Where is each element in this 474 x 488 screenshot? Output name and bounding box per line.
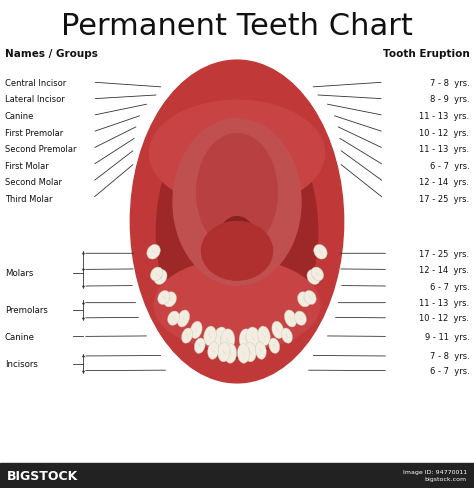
Ellipse shape [156, 105, 318, 359]
Ellipse shape [282, 328, 292, 344]
Text: Permanent Teeth Chart: Permanent Teeth Chart [61, 12, 413, 41]
Ellipse shape [150, 267, 163, 281]
Text: 9 - 11  yrs.: 9 - 11 yrs. [425, 332, 469, 341]
Text: 11 - 13  yrs.: 11 - 13 yrs. [419, 145, 469, 154]
Ellipse shape [244, 343, 256, 362]
Text: 12 - 14  yrs.: 12 - 14 yrs. [419, 265, 469, 274]
Ellipse shape [214, 327, 228, 349]
Text: Lateral Incisor: Lateral Incisor [5, 95, 64, 104]
Ellipse shape [204, 326, 216, 346]
Text: 10 - 12  yrs.: 10 - 12 yrs. [419, 314, 469, 323]
Text: Image ID: 94770011
bigstock.com: Image ID: 94770011 bigstock.com [403, 469, 467, 481]
Text: 11 - 13  yrs.: 11 - 13 yrs. [419, 112, 469, 121]
Text: First Premolar: First Premolar [5, 128, 63, 137]
Ellipse shape [218, 343, 230, 362]
Ellipse shape [173, 120, 301, 285]
Text: 6 - 7  yrs.: 6 - 7 yrs. [429, 366, 469, 375]
Text: 7 - 8  yrs.: 7 - 8 yrs. [429, 79, 469, 87]
Ellipse shape [224, 344, 237, 364]
Text: Tooth Eruption: Tooth Eruption [383, 49, 469, 59]
Ellipse shape [158, 291, 170, 305]
Ellipse shape [220, 329, 235, 351]
Ellipse shape [197, 134, 277, 251]
Ellipse shape [284, 310, 297, 327]
Ellipse shape [182, 328, 192, 344]
Ellipse shape [269, 338, 280, 354]
Text: Incisors: Incisors [5, 360, 37, 368]
Text: Premolars: Premolars [5, 305, 47, 314]
Text: 12 - 14  yrs.: 12 - 14 yrs. [419, 178, 469, 187]
Ellipse shape [164, 292, 176, 307]
Ellipse shape [272, 322, 284, 339]
Ellipse shape [208, 342, 219, 360]
Text: Molars: Molars [5, 269, 33, 278]
Ellipse shape [304, 291, 316, 305]
Text: 11 - 13  yrs.: 11 - 13 yrs. [419, 299, 469, 307]
Ellipse shape [298, 292, 310, 307]
Ellipse shape [294, 311, 306, 325]
Ellipse shape [154, 270, 167, 285]
Ellipse shape [154, 260, 320, 350]
Ellipse shape [201, 222, 273, 281]
Ellipse shape [246, 327, 260, 349]
Text: 10 - 12  yrs.: 10 - 12 yrs. [419, 128, 469, 137]
Text: Central Incisor: Central Incisor [5, 79, 66, 87]
Ellipse shape [194, 338, 205, 354]
Ellipse shape [190, 322, 202, 339]
Ellipse shape [314, 245, 327, 260]
Text: Canine: Canine [5, 332, 35, 341]
Ellipse shape [130, 61, 344, 383]
Text: 6 - 7  yrs.: 6 - 7 yrs. [429, 282, 469, 291]
Bar [0, 463, 474, 488]
Ellipse shape [311, 267, 324, 281]
Text: Second Molar: Second Molar [5, 178, 62, 187]
Ellipse shape [258, 326, 270, 346]
Text: First Molar: First Molar [5, 162, 48, 170]
Ellipse shape [307, 270, 320, 285]
Text: 17 - 25  yrs.: 17 - 25 yrs. [419, 195, 469, 203]
Text: BIGSTOCK: BIGSTOCK [7, 469, 78, 482]
Ellipse shape [177, 310, 190, 327]
Ellipse shape [168, 311, 180, 325]
Text: Third Molar: Third Molar [5, 195, 52, 203]
Text: Second Premolar: Second Premolar [5, 145, 76, 154]
Text: 17 - 25  yrs.: 17 - 25 yrs. [419, 249, 469, 258]
Text: Names / Groups: Names / Groups [5, 49, 98, 59]
Text: 6 - 7  yrs.: 6 - 7 yrs. [429, 162, 469, 170]
Text: Canine: Canine [5, 112, 34, 121]
Ellipse shape [237, 344, 250, 364]
Ellipse shape [218, 217, 256, 266]
Text: 8 - 9  yrs.: 8 - 9 yrs. [429, 95, 469, 104]
Ellipse shape [147, 245, 160, 260]
Ellipse shape [149, 101, 325, 207]
Ellipse shape [255, 342, 266, 360]
Ellipse shape [239, 329, 254, 351]
Text: 7 - 8  yrs.: 7 - 8 yrs. [429, 352, 469, 361]
